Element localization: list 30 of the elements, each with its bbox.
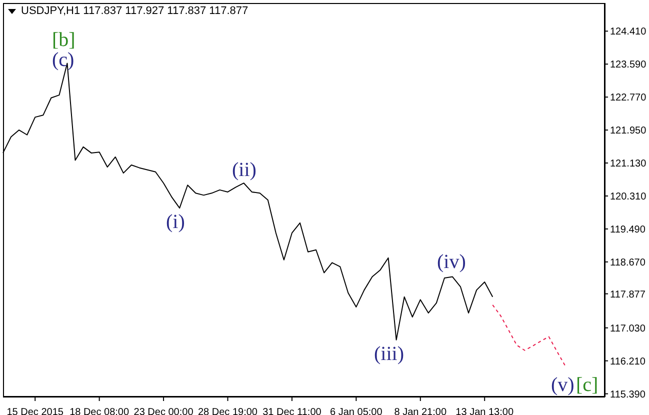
y-tick-label: 123.590 [610, 60, 647, 71]
y-tick-label: 121.130 [610, 158, 647, 170]
y-tick-label: 119.490 [610, 224, 646, 236]
y-tick-label: 124.410 [610, 26, 647, 38]
x-tick-label: 6 Jan 05:00 [330, 407, 383, 415]
y-tick-label: 120.310 [610, 192, 647, 203]
annotation: (v) [551, 374, 574, 396]
y-tick-label: 115.390 [610, 389, 646, 400]
x-tick-label: 18 Dec 08:00 [70, 407, 130, 415]
line-series [492, 304, 566, 366]
x-tick-label: 8 Jan 21:00 [394, 407, 447, 415]
x-tick-label: 15 Dec 2015 [6, 407, 64, 415]
y-tick-label: 117.030 [610, 323, 646, 334]
y-tick-label: 118.670 [610, 257, 646, 268]
annotation: (c) [52, 49, 74, 71]
annotation: (iv) [437, 251, 466, 273]
x-tick-label: 13 Jan 13:00 [456, 407, 514, 415]
y-tick-label: 122.770 [610, 92, 647, 104]
x-tick-label: 28 Dec 19:00 [198, 407, 258, 415]
x-tick-label: 31 Dec 11:00 [262, 407, 322, 415]
x-tick-label: 23 Dec 00:00 [134, 407, 194, 415]
annotation: [b] [52, 29, 76, 51]
annotation: (iii) [374, 343, 404, 365]
y-tick-label: 116.210 [610, 356, 646, 368]
annotation: [c] [576, 374, 598, 396]
annotation: (ii) [232, 159, 256, 181]
y-tick-label: 117.877 [610, 289, 646, 300]
annotation: (i) [166, 211, 185, 233]
chart-title: USDJPY,H1 117.837 117.927 117.837 117.877 [21, 5, 248, 17]
y-tick-label: 121.950 [610, 126, 647, 137]
